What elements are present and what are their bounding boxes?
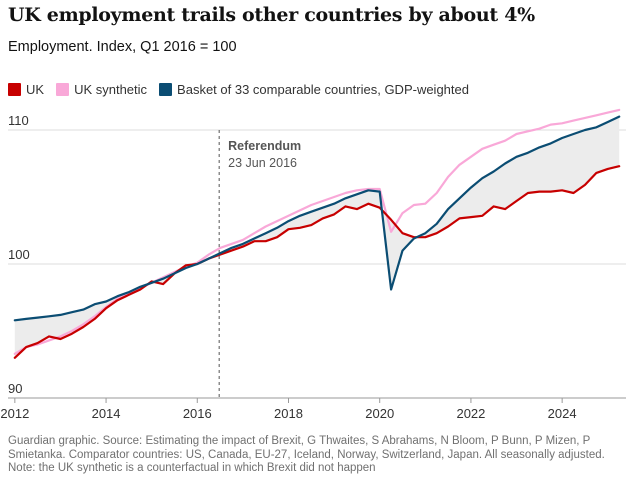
line-uk-synthetic xyxy=(13,108,621,355)
legend-label-uk: UK xyxy=(26,82,45,97)
legend-swatch-basket xyxy=(159,83,173,96)
legend-swatch-uk xyxy=(8,83,21,96)
legend-item-basket: Basket of 33 comparable countries, GDP-w… xyxy=(159,82,469,97)
x-tick-label-2024: 2024 xyxy=(548,406,577,421)
x-tick-label-2020: 2020 xyxy=(365,406,394,421)
y-tick-label-90: 90 xyxy=(8,381,22,396)
legend-label-uk-synthetic: UK synthetic xyxy=(74,82,148,97)
chart-subtitle: Employment. Index, Q1 2016 = 100 xyxy=(8,39,237,55)
legend-item-uk-synthetic: UK synthetic xyxy=(56,82,147,97)
x-tick-label-2014: 2014 xyxy=(92,406,121,421)
x-tick-label-2012: 2012 xyxy=(0,406,29,421)
legend-item-uk: UK xyxy=(8,82,44,97)
chart-title: UK employment trails other countries by … xyxy=(8,4,535,26)
source-note: Guardian graphic. Source: Estimating the… xyxy=(8,435,633,476)
line-uk xyxy=(13,165,621,359)
referendum-label: Referendum xyxy=(228,139,301,153)
legend-swatch-uk-synthetic xyxy=(56,83,70,96)
x-tick-label-2016: 2016 xyxy=(183,406,212,421)
legend: UK UK synthetic Basket of 33 comparable … xyxy=(8,82,481,97)
source-text: Guardian graphic. Source: Estimating the… xyxy=(8,435,605,461)
x-tick-label-2018: 2018 xyxy=(274,406,303,421)
y-tick-label-110: 110 xyxy=(8,113,29,128)
y-tick-label-100: 100 xyxy=(8,247,30,262)
line-basket xyxy=(13,115,621,322)
note-text: Note: the UK synthetic is a counterfactu… xyxy=(8,462,376,474)
referendum-date: 23 Jun 2016 xyxy=(228,156,297,170)
line-chart: 90 100 110 2012 2014 2016 2018 2020 2022 2024 Refe… xyxy=(0,108,626,421)
x-tick-label-2022: 2022 xyxy=(456,406,485,421)
legend-label-basket: Basket of 33 comparable countries, GDP-w… xyxy=(177,82,469,97)
